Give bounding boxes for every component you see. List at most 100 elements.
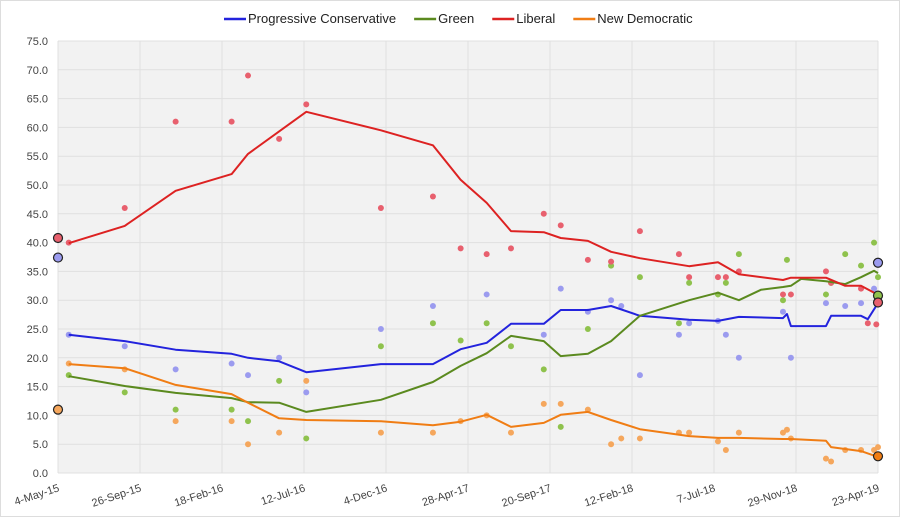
x-tick-label: 7-Jul-18 — [675, 482, 717, 506]
start-result-marker — [52, 252, 64, 263]
poll-dot — [722, 331, 729, 338]
poll-dot — [228, 360, 235, 367]
x-tick-label: 23-Apr-19 — [831, 482, 881, 509]
poll-dot — [507, 343, 514, 350]
poll-dot — [172, 418, 179, 425]
poll-dot — [483, 320, 490, 327]
poll-dot — [483, 251, 490, 258]
poll-dot — [172, 118, 179, 125]
poll-dot — [779, 291, 786, 298]
trend-lines — [68, 110, 879, 458]
poll-dot — [735, 429, 742, 436]
poll-dot — [172, 366, 179, 373]
poll-dot — [735, 251, 742, 258]
trend-line — [68, 363, 879, 458]
poll-dot — [686, 320, 693, 327]
poll-dot — [871, 239, 878, 246]
poll-dot — [722, 274, 729, 281]
poll-dot — [822, 300, 829, 307]
poll-dot — [842, 302, 849, 309]
legend: Progressive Conservative Green Liberal New … — [224, 11, 693, 26]
poll-dot — [608, 258, 615, 265]
poll-dot — [822, 455, 829, 462]
poll-dot — [871, 285, 878, 292]
y-tick-label: 10.0 — [27, 410, 48, 422]
poll-dot — [722, 279, 729, 286]
x-tick-label: 4-May-15 — [13, 482, 61, 508]
poll-dot — [735, 354, 742, 361]
trend-line — [68, 110, 877, 295]
poll-dot — [276, 354, 283, 361]
poll-dot — [540, 210, 547, 217]
poll-dot — [686, 274, 693, 281]
poll-dot — [121, 343, 128, 350]
y-tick-label: 0.0 — [33, 468, 48, 480]
end-result-marker — [872, 257, 884, 268]
poll-dot — [228, 406, 235, 413]
y-tick-label: 35.0 — [27, 266, 48, 278]
poll-dot — [686, 279, 693, 286]
poll-dot — [858, 300, 865, 307]
poll-dot — [822, 268, 829, 275]
y-tick-label: 50.0 — [27, 180, 48, 192]
poll-dot — [618, 302, 625, 309]
x-tick-label: 26-Sep-15 — [90, 482, 143, 509]
legend-label: Progressive Conservative — [248, 11, 396, 26]
y-axis: 0.0 5.0 10.0 15.0 20.0 25.0 30.0 35.0 40.0 45.0 50… — [27, 36, 48, 480]
poll-dot — [540, 331, 547, 338]
poll-dot — [483, 291, 490, 298]
poll-dot — [540, 400, 547, 407]
trend-line — [68, 269, 879, 413]
poll-dot — [557, 222, 564, 229]
poll-dot — [245, 418, 252, 425]
y-tick-label: 55.0 — [27, 151, 48, 163]
poll-dot — [245, 72, 252, 79]
result-markers — [52, 232, 884, 462]
poll-dot — [245, 441, 252, 448]
end-result-marker — [872, 297, 884, 308]
y-tick-label: 60.0 — [27, 122, 48, 134]
trend-line — [68, 302, 879, 374]
poll-dot — [675, 320, 682, 327]
legend-label: New Democratic — [597, 11, 693, 26]
x-tick-label: 4-Dec-16 — [342, 482, 389, 507]
poll-dot — [121, 205, 128, 212]
poll-dot — [584, 326, 591, 332]
poll-dot — [303, 435, 310, 442]
poll-dot — [557, 400, 564, 407]
poll-dot — [303, 101, 310, 108]
poll-dot — [429, 193, 436, 200]
poll-dot — [783, 426, 790, 433]
y-tick-label: 30.0 — [27, 295, 48, 307]
y-tick-label: 40.0 — [27, 238, 48, 250]
x-tick-label: 29-Nov-18 — [746, 482, 799, 509]
poll-dot — [779, 297, 786, 304]
poll-dot — [714, 274, 721, 281]
poll-dot — [228, 418, 235, 425]
poll-dot — [714, 438, 721, 445]
poll-dot — [864, 320, 871, 327]
poll-dot — [787, 354, 794, 361]
poll-dot — [584, 256, 591, 263]
poll-dot — [875, 444, 881, 451]
x-axis: 4-May-15 26-Sep-15 18-Feb-16 12-Jul-16 4-Dec… — [13, 482, 881, 509]
poll-dot — [557, 423, 564, 430]
poll-dot — [377, 326, 384, 332]
poll-dot — [608, 441, 615, 448]
y-tick-label: 45.0 — [27, 209, 48, 221]
legend-label: Green — [438, 11, 474, 26]
poll-dot — [276, 135, 283, 142]
y-tick-label: 25.0 — [27, 324, 48, 336]
poll-dot — [608, 297, 615, 304]
poll-dot — [858, 262, 865, 269]
poll-dot — [540, 366, 547, 373]
poll-dot — [636, 435, 643, 442]
poll-dot — [875, 274, 881, 281]
poll-dot — [245, 372, 252, 379]
poll-dot — [822, 291, 829, 298]
poll-dot — [787, 291, 794, 298]
y-tick-label: 75.0 — [27, 36, 48, 48]
poll-dot — [429, 429, 436, 436]
poll-dot — [842, 251, 849, 258]
